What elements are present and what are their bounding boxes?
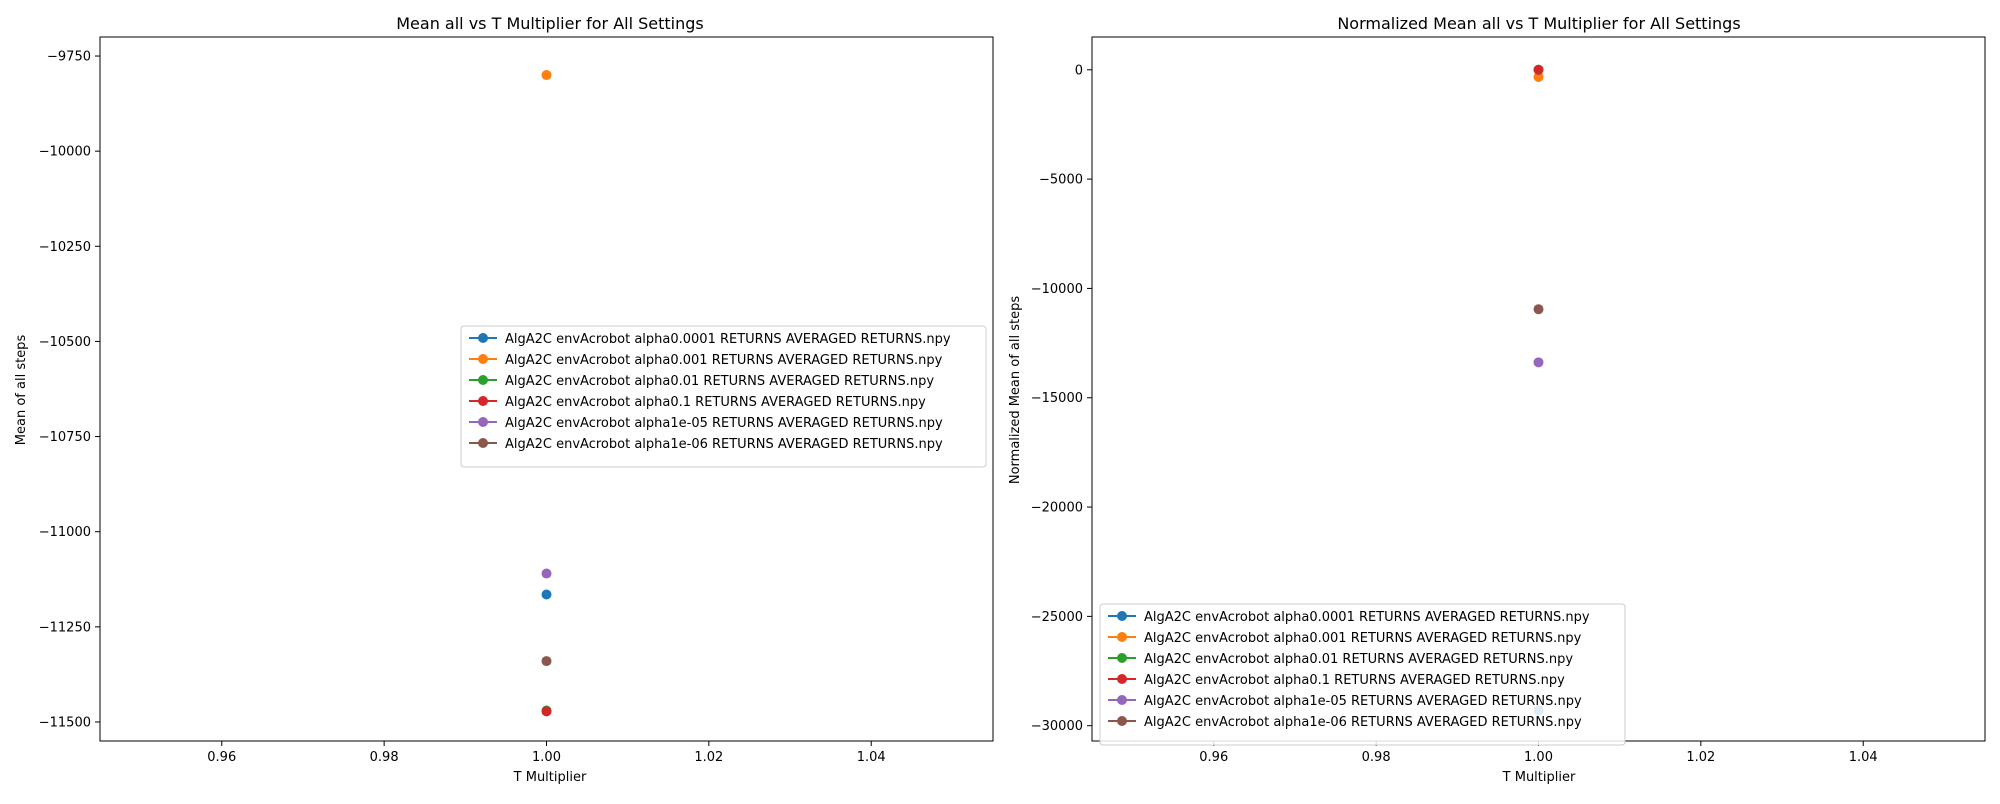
data-points <box>541 70 552 717</box>
x-tick-label: 1.02 <box>694 750 723 765</box>
legend-entry-label: AlgA2C envAcrobot alpha0.01 RETURNS AVER… <box>505 374 934 389</box>
x-tick-label: 0.96 <box>1199 750 1228 765</box>
y-tick-label: −11250 <box>39 620 91 635</box>
y-tick-label: −30000 <box>1031 719 1083 734</box>
chart-normalized-mean-all: Normalized Mean all vs T Multiplier for … <box>1008 14 1986 785</box>
legend-swatch-marker <box>1117 716 1127 726</box>
ticks: 0.96 0.98 1.00 1.02 1.04 0 −5000 −10000 −15000 −2… <box>1031 63 1878 765</box>
chart-mean-all: Mean all vs T Multiplier for All Setting… <box>14 14 994 785</box>
legend-swatch-marker <box>1117 674 1127 684</box>
legend-swatch-marker <box>478 333 488 343</box>
data-point <box>541 656 552 667</box>
x-axis-label: T Multiplier <box>1502 770 1576 785</box>
legend-swatch-marker <box>1117 695 1127 705</box>
data-point <box>541 70 552 81</box>
data-point <box>541 568 552 579</box>
y-tick-label: −15000 <box>1031 391 1083 406</box>
legend-entry-label: AlgA2C envAcrobot alpha0.01 RETURNS AVER… <box>1144 652 1573 667</box>
legend: AlgA2C envAcrobot alpha0.0001 RETURNS AV… <box>1099 603 1626 746</box>
x-tick-label: 1.02 <box>1686 750 1715 765</box>
legend-swatch-marker <box>1117 653 1127 663</box>
plot-frame <box>99 36 994 742</box>
legend-swatch-marker <box>478 396 488 406</box>
legend-entry-label: AlgA2C envAcrobot alpha0.0001 RETURNS AV… <box>1144 610 1590 625</box>
y-tick-label: −25000 <box>1031 610 1083 625</box>
y-tick-label: −11500 <box>39 715 91 730</box>
legend-entry-label: AlgA2C envAcrobot alpha0.1 RETURNS AVERA… <box>1144 673 1565 688</box>
y-tick-label: −10500 <box>39 335 91 350</box>
data-points <box>1533 64 1544 716</box>
legend-entry-label: AlgA2C envAcrobot alpha0.0001 RETURNS AV… <box>505 332 951 347</box>
legend-entry-label: AlgA2C envAcrobot alpha0.001 RETURNS AVE… <box>1144 631 1582 646</box>
legend-entry-label: AlgA2C envAcrobot alpha1e-05 RETURNS AVE… <box>1144 694 1582 709</box>
y-tick-label: −10000 <box>1031 282 1083 297</box>
y-tick-label: −10000 <box>39 145 91 160</box>
data-point <box>1533 64 1544 75</box>
legend-swatch-marker <box>1117 632 1127 642</box>
legend-swatch-marker <box>478 354 488 364</box>
y-tick-label: −5000 <box>1039 173 1083 188</box>
x-tick-label: 1.00 <box>1524 750 1553 765</box>
legend-entry-label: AlgA2C envAcrobot alpha1e-06 RETURNS AVE… <box>505 437 943 452</box>
data-point <box>1533 304 1544 315</box>
chart-title: Normalized Mean all vs T Multiplier for … <box>1337 14 1740 33</box>
y-axis-label: Mean of all steps <box>14 335 29 446</box>
legend-swatch-marker <box>478 417 488 427</box>
y-tick-label: −9750 <box>47 50 91 65</box>
ticks: 0.96 0.98 1.00 1.02 1.04 −9750 −10000 −10250 −10… <box>39 50 886 765</box>
legend-entry-label: AlgA2C envAcrobot alpha1e-05 RETURNS AVE… <box>505 416 943 431</box>
x-tick-label: 1.04 <box>857 750 886 765</box>
data-point <box>1533 72 1544 83</box>
y-axis-label: Normalized Mean of all steps <box>1008 296 1023 485</box>
legend-entry-label: AlgA2C envAcrobot alpha0.001 RETURNS AVE… <box>505 353 943 368</box>
legend: AlgA2C envAcrobot alpha0.0001 RETURNS AV… <box>460 325 987 468</box>
data-point <box>541 589 552 600</box>
x-axis-label: T Multiplier <box>513 770 587 785</box>
x-tick-label: 0.98 <box>370 750 399 765</box>
chart-title: Mean all vs T Multiplier for All Setting… <box>396 14 704 33</box>
y-tick-label: −10250 <box>39 240 91 255</box>
y-tick-label: 0 <box>1075 63 1083 78</box>
legend-swatch-marker <box>478 438 488 448</box>
legend-box <box>460 325 987 468</box>
legend-swatch-marker <box>1117 611 1127 621</box>
x-tick-label: 0.98 <box>1362 750 1391 765</box>
data-point <box>541 706 552 717</box>
data-point <box>1533 357 1544 368</box>
y-tick-label: −11000 <box>39 525 91 540</box>
x-tick-label: 0.96 <box>207 750 236 765</box>
legend-entry-label: AlgA2C envAcrobot alpha0.1 RETURNS AVERA… <box>505 395 926 410</box>
x-tick-label: 1.00 <box>532 750 561 765</box>
y-tick-label: −10750 <box>39 430 91 445</box>
y-tick-label: −20000 <box>1031 501 1083 516</box>
x-tick-label: 1.04 <box>1849 750 1878 765</box>
legend-box <box>1099 603 1626 746</box>
legend-entry-label: AlgA2C envAcrobot alpha1e-06 RETURNS AVE… <box>1144 715 1582 730</box>
legend-swatch-marker <box>478 375 488 385</box>
